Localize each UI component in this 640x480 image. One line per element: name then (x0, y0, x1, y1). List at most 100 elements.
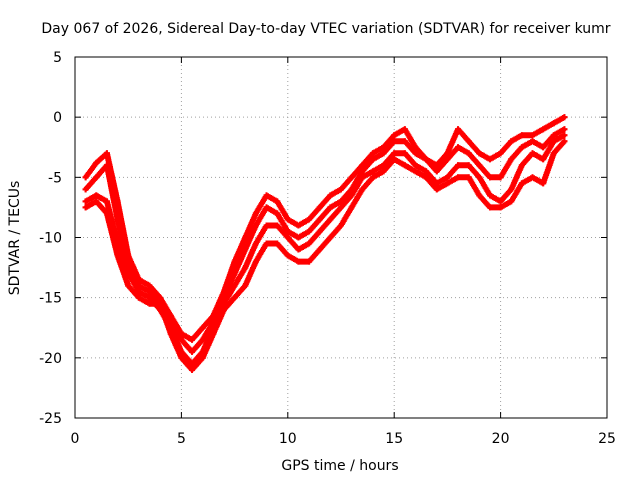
data-point (167, 330, 174, 337)
data-point (316, 216, 323, 223)
data-point (295, 258, 302, 265)
data-point (550, 138, 557, 145)
data-point (231, 270, 238, 277)
data-point (359, 174, 366, 181)
data-point (231, 294, 238, 301)
data-point (263, 204, 270, 211)
data-point (146, 282, 153, 289)
data-point (146, 294, 153, 301)
data-point (412, 162, 419, 169)
data-point (284, 216, 291, 223)
data-point (518, 180, 525, 187)
y-tick-label: 5 (53, 50, 62, 66)
data-point (391, 138, 398, 145)
data-point (220, 306, 227, 313)
data-point (284, 234, 291, 241)
data-point (231, 282, 238, 289)
data-point (465, 162, 472, 169)
data-point (529, 150, 536, 157)
data-point (486, 204, 493, 211)
data-point (369, 156, 376, 163)
data-point (518, 132, 525, 139)
data-point (327, 234, 334, 241)
data-point (135, 294, 142, 301)
data-point (210, 330, 217, 337)
data-point (242, 264, 249, 271)
data-point (348, 174, 355, 181)
data-point (93, 174, 100, 181)
x-tick-label: 25 (598, 431, 616, 447)
data-point (114, 216, 121, 223)
data-point (103, 210, 110, 217)
data-point (486, 156, 493, 163)
data-point (444, 174, 451, 181)
data-point (433, 168, 440, 175)
data-point (146, 288, 153, 295)
data-point (295, 222, 302, 229)
y-axis-title: SDTVAR / TECUs (7, 181, 23, 296)
data-point (518, 162, 525, 169)
data-point (199, 354, 206, 361)
data-point (348, 204, 355, 211)
data-point (529, 132, 536, 139)
data-point (508, 186, 515, 193)
data-point (338, 222, 344, 229)
data-point (316, 228, 323, 235)
data-point (540, 144, 547, 151)
data-point (550, 150, 557, 157)
y-tick-label: -5 (48, 170, 62, 186)
data-point (327, 216, 334, 223)
data-point (82, 174, 89, 181)
data-point (465, 174, 472, 181)
data-point (476, 162, 483, 169)
data-point (380, 168, 387, 175)
x-tick-label: 15 (385, 431, 403, 447)
data-point (316, 246, 323, 253)
data-point (369, 174, 376, 181)
data-point (284, 252, 291, 259)
data-point (189, 336, 196, 343)
data-point (93, 192, 100, 199)
data-point (455, 144, 462, 151)
data-point (433, 186, 440, 193)
data-point (455, 126, 462, 133)
data-point (476, 192, 483, 199)
data-point (189, 366, 196, 373)
data-point (423, 174, 430, 181)
data-point (252, 210, 259, 217)
data-point (93, 159, 100, 166)
x-tick-label: 5 (177, 431, 186, 447)
data-point (455, 162, 462, 169)
data-point (306, 228, 313, 235)
chart-ticks: 0 5 10 15 20 25 -25 -20 -15 -10 -5 0 5 (39, 50, 616, 447)
x-tick-label: 20 (492, 431, 510, 447)
data-point (93, 198, 100, 205)
data-point (306, 258, 313, 265)
y-tick-label: 0 (53, 110, 62, 126)
data-point (274, 240, 281, 247)
data-point (497, 204, 504, 211)
data-point (252, 258, 259, 265)
data-point (561, 114, 568, 121)
data-point (338, 204, 344, 211)
data-point (274, 198, 281, 205)
data-point (369, 150, 376, 157)
data-point (412, 150, 419, 157)
y-tick-label: -20 (39, 351, 62, 367)
data-point (359, 186, 366, 193)
data-point (189, 348, 196, 355)
data-point (263, 240, 270, 247)
data-point (306, 240, 313, 247)
data-point (359, 168, 366, 175)
data-point (561, 132, 568, 139)
x-axis-title: GPS time / hours (281, 458, 398, 474)
data-point (476, 174, 483, 181)
data-point (465, 138, 472, 145)
data-point (508, 198, 515, 205)
data-point (380, 150, 387, 157)
data-point (476, 150, 483, 157)
x-tick-label: 10 (279, 431, 297, 447)
data-point (327, 204, 334, 211)
